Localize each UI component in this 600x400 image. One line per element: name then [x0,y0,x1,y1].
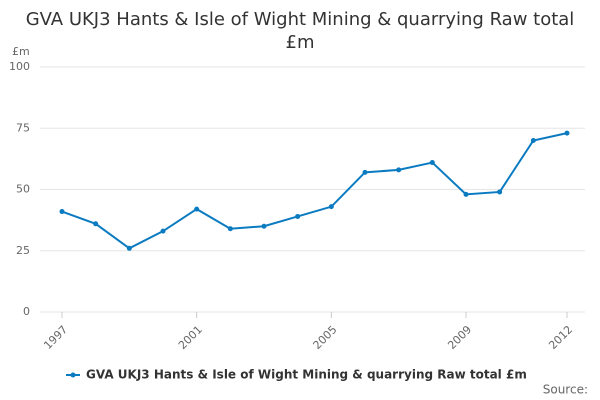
y-tick-label: 0 [23,305,30,318]
point [463,191,469,197]
y-tick-label: 25 [16,244,30,257]
point [160,228,166,234]
y-tick-label: 100 [9,60,30,73]
point [194,206,200,212]
point [295,213,301,219]
point [564,130,570,136]
point [396,167,402,173]
legend-marker [70,372,76,378]
line [61,132,568,250]
x-tick-label: 2009 [445,323,474,352]
point [429,160,435,166]
legend-label: GVA UKJ3 Hants & Isle of Wight Mining & … [86,368,527,382]
point [227,226,233,232]
y-axis-label: £m [12,45,30,58]
y-tick-label: 50 [16,183,30,196]
point [328,204,334,210]
x-tick-label: 2005 [311,323,340,352]
point [93,221,99,227]
point [497,189,503,195]
point [126,245,132,251]
point [530,138,536,143]
point [362,169,368,175]
y-tick-label: 75 [16,121,30,134]
point [59,209,65,215]
chart-title: GVA UKJ3 Hants & Isle of Wight Mining & … [25,9,575,53]
source: Source: [543,383,588,397]
x-tick-label: 2001 [176,323,205,352]
x-tick-label: 2012 [546,323,575,352]
x-tick-label: 1997 [41,323,70,352]
point [261,223,267,229]
